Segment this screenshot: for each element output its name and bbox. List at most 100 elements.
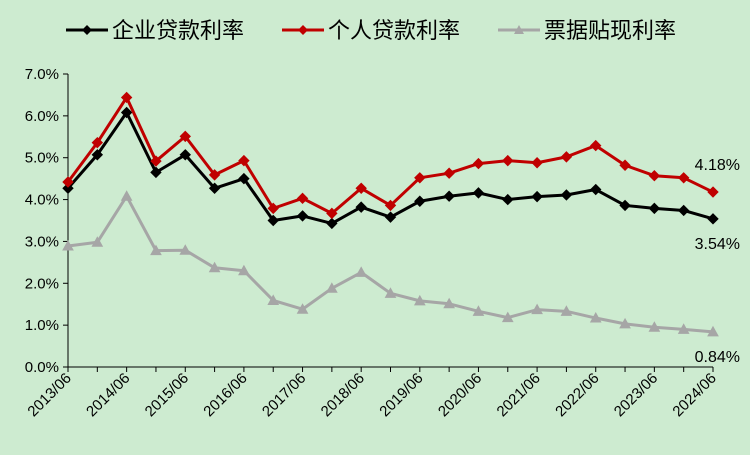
data-point	[267, 294, 280, 305]
data-point	[355, 201, 367, 213]
legend-marker	[298, 25, 308, 35]
x-tick-label: 2022/06	[552, 370, 602, 420]
data-point	[619, 159, 631, 171]
data-point	[62, 182, 74, 194]
y-tick-label: 7.0%	[25, 66, 59, 83]
legend-label: 个人贷款利率	[328, 19, 460, 44]
data-point	[443, 297, 455, 309]
series-group	[62, 91, 719, 337]
data-point	[560, 151, 573, 163]
y-tick-label: 5.0%	[25, 150, 59, 167]
data-point	[619, 199, 631, 212]
data-point	[648, 321, 661, 332]
data-point	[208, 182, 221, 194]
x-tick-label: 2018/06	[318, 370, 368, 420]
data-point	[472, 305, 485, 316]
data-point	[179, 130, 191, 143]
data-point	[208, 261, 221, 273]
data-point	[296, 210, 309, 222]
data-point	[179, 149, 191, 161]
data-point	[238, 172, 250, 185]
x-tick-label: 2014/06	[83, 370, 133, 420]
data-point	[91, 149, 104, 161]
data-point	[384, 287, 397, 298]
data-point	[472, 187, 485, 199]
data-point	[91, 136, 104, 149]
end-labels: 3.54% 4.18% 0.84%	[695, 157, 740, 366]
data-point	[150, 166, 162, 179]
data-point	[355, 266, 368, 277]
data-point	[443, 190, 455, 202]
legend-label: 企业贷款利率	[112, 19, 244, 44]
data-point	[589, 311, 602, 323]
data-point	[179, 244, 192, 255]
data-point	[267, 202, 279, 215]
data-point	[384, 199, 397, 212]
data-point	[414, 195, 426, 207]
y-tick-label: 2.0%	[25, 275, 59, 292]
x-tick-label: 2020/06	[435, 370, 485, 420]
series-2	[62, 91, 719, 220]
data-point	[531, 303, 543, 315]
data-point	[120, 91, 133, 104]
data-point	[590, 183, 602, 196]
data-point	[531, 190, 543, 203]
data-point	[619, 317, 631, 329]
data-point	[502, 154, 514, 167]
x-tick-label: 2023/06	[611, 370, 661, 420]
data-point	[238, 154, 250, 167]
y-tick-label: 4.0%	[25, 192, 59, 209]
data-point	[501, 311, 514, 323]
data-point	[326, 207, 338, 220]
data-point	[560, 305, 573, 316]
data-point	[677, 204, 690, 217]
x-tick-label: 2019/06	[376, 370, 426, 420]
data-point	[62, 176, 74, 188]
data-point	[91, 236, 104, 247]
data-point	[296, 192, 309, 205]
x-tick-label: 2015/06	[142, 370, 192, 420]
y-tick-label: 3.0%	[25, 233, 59, 250]
data-point	[326, 282, 338, 293]
x-tick-label: 2024/06	[669, 370, 719, 420]
data-point	[413, 294, 426, 306]
data-point	[677, 172, 690, 184]
data-point	[443, 167, 455, 179]
data-point	[648, 170, 661, 182]
data-point	[648, 202, 661, 215]
end-value-label: 0.84%	[695, 349, 740, 366]
data-point	[560, 189, 573, 201]
data-point	[150, 244, 162, 256]
data-point	[502, 193, 514, 206]
y-tick-label: 0.0%	[25, 359, 59, 376]
data-point	[62, 240, 74, 251]
end-value-label: 3.54%	[695, 236, 740, 253]
legend: 企业贷款利率 个人贷款利率 票据贴现利率	[66, 19, 676, 44]
data-point	[707, 325, 719, 337]
data-point	[707, 186, 719, 198]
data-point	[326, 217, 338, 230]
legend-item: 个人贷款利率	[282, 19, 460, 44]
data-point	[384, 211, 397, 223]
data-point	[677, 323, 690, 334]
x-tick-label: 2017/06	[259, 370, 309, 420]
data-point	[296, 303, 309, 314]
legend-marker	[82, 25, 92, 35]
x-tick-label: 2021/06	[494, 370, 544, 420]
data-point	[208, 169, 221, 181]
data-point	[120, 190, 133, 201]
legend-marker	[514, 25, 524, 34]
data-point	[590, 139, 602, 152]
y-tick-label: 1.0%	[25, 317, 59, 334]
end-value-label: 4.18%	[695, 157, 740, 174]
data-point	[267, 214, 279, 227]
legend-label: 票据贴现利率	[544, 19, 676, 44]
data-point	[238, 264, 250, 276]
data-point	[120, 106, 133, 119]
series-3	[62, 190, 719, 337]
data-point	[472, 157, 485, 170]
data-point	[707, 213, 719, 225]
legend-item: 票据贴现利率	[498, 19, 676, 44]
series-1	[62, 106, 719, 230]
